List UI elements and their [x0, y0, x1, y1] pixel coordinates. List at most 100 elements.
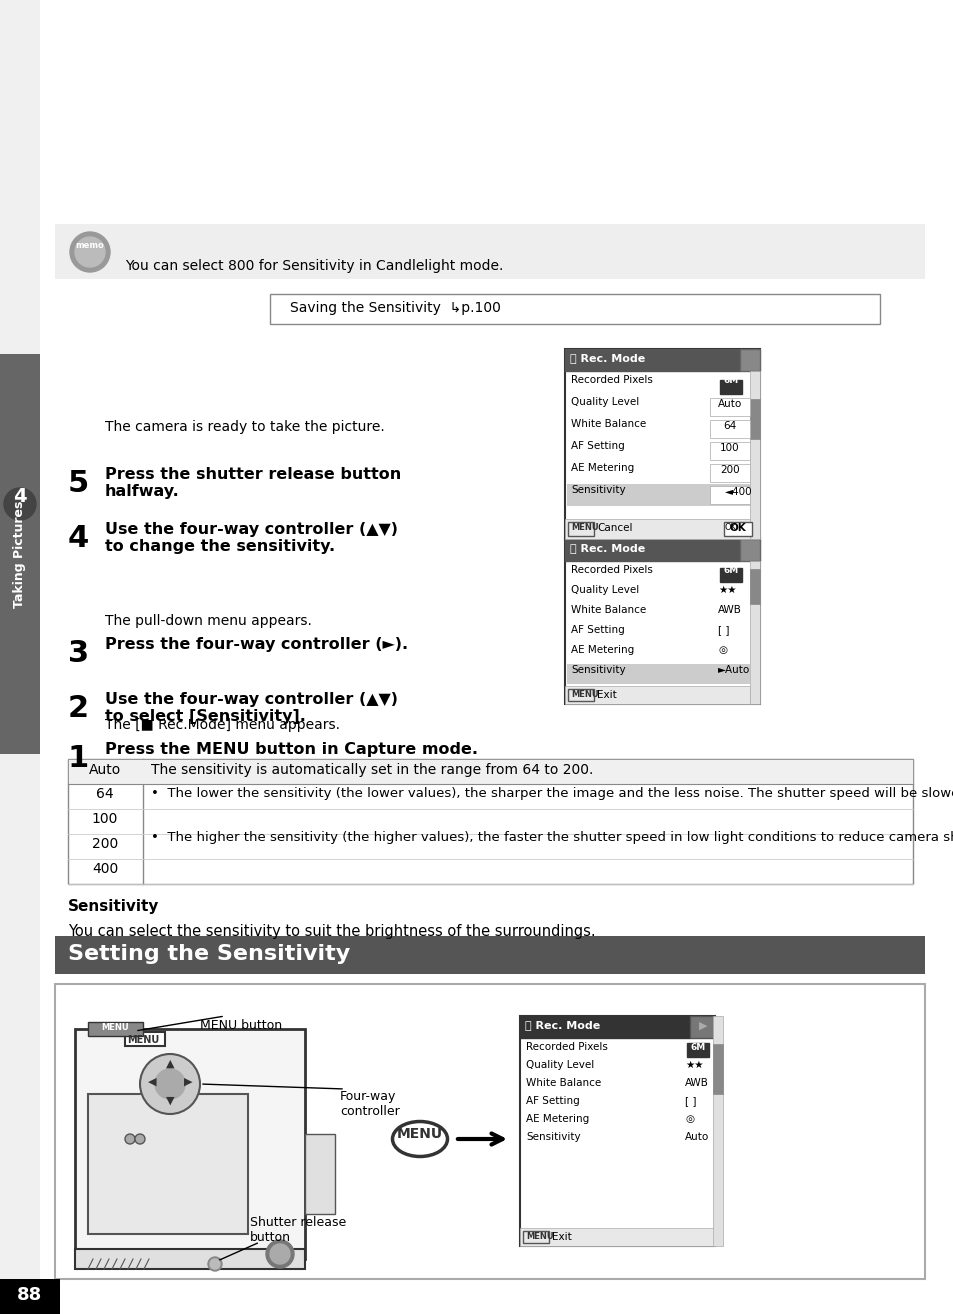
Text: memo: memo — [75, 242, 104, 251]
Bar — [709, 486, 749, 505]
Circle shape — [75, 237, 105, 267]
Text: Auto: Auto — [684, 1131, 708, 1142]
Circle shape — [140, 1054, 200, 1114]
Text: 100: 100 — [91, 812, 118, 827]
Text: Sensitivity: Sensitivity — [571, 485, 625, 495]
Text: ⬛ Rec. Mode: ⬛ Rec. Mode — [524, 1020, 599, 1030]
Text: MENU: MENU — [127, 1035, 159, 1045]
Text: The sensitivity is automatically set in the range from 64 to 200.: The sensitivity is automatically set in … — [151, 763, 593, 777]
Text: Quality Level: Quality Level — [571, 397, 639, 407]
Bar — [709, 464, 749, 482]
Text: •  The higher the sensitivity (the higher values), the faster the shutter speed : • The higher the sensitivity (the higher… — [151, 830, 953, 844]
Text: Sensitivity: Sensitivity — [68, 899, 159, 915]
Text: 4: 4 — [13, 486, 27, 506]
Text: [ ]: [ ] — [684, 1096, 696, 1106]
Circle shape — [208, 1257, 222, 1271]
Text: The camera is ready to take the picture.: The camera is ready to take the picture. — [105, 420, 384, 434]
Text: Use the four-way controller (▲▼)
to select [Sensitivity].: Use the four-way controller (▲▼) to sele… — [105, 692, 397, 724]
Text: The [■ Rec.Mode] menu appears.: The [■ Rec.Mode] menu appears. — [105, 717, 339, 732]
Text: Sensitivity: Sensitivity — [525, 1131, 580, 1142]
Text: MENU: MENU — [396, 1127, 442, 1141]
Text: OK: OK — [724, 523, 737, 532]
Text: 6M: 6M — [722, 566, 738, 576]
Bar — [125, 1031, 165, 1046]
Text: ★★: ★★ — [684, 1060, 702, 1070]
Bar — [712, 1016, 722, 1246]
Text: Auto: Auto — [89, 763, 121, 777]
Circle shape — [210, 1259, 220, 1269]
Text: You can select the sensitivity to suit the brightness of the surroundings.: You can select the sensitivity to suit t… — [68, 924, 595, 940]
Text: Four-way
controller: Four-way controller — [339, 1091, 399, 1118]
Bar — [749, 561, 760, 704]
Bar — [566, 484, 749, 506]
Text: ★★: ★★ — [718, 585, 736, 595]
Circle shape — [70, 233, 110, 272]
Bar — [564, 539, 740, 561]
Bar — [55, 936, 924, 974]
Bar — [564, 350, 740, 371]
Bar — [522, 1231, 548, 1243]
Bar — [567, 522, 594, 536]
Text: Auto: Auto — [717, 399, 741, 409]
Text: Recorded Pixels: Recorded Pixels — [571, 565, 652, 576]
Text: MENU: MENU — [571, 523, 598, 532]
Bar — [740, 539, 760, 561]
Bar — [55, 984, 924, 1279]
Text: ◎: ◎ — [718, 645, 726, 654]
Bar — [270, 294, 879, 325]
Text: [ ]: [ ] — [718, 625, 729, 635]
Bar — [0, 1282, 60, 1314]
Bar — [88, 1095, 248, 1234]
Bar — [749, 399, 760, 439]
Bar — [75, 1250, 305, 1269]
Bar — [567, 689, 594, 700]
Circle shape — [266, 1240, 294, 1268]
Text: MENU: MENU — [525, 1233, 553, 1240]
Text: Saving the Sensitivity  ↳p.100: Saving the Sensitivity ↳p.100 — [290, 301, 500, 315]
Text: Press the MENU button in Capture mode.: Press the MENU button in Capture mode. — [105, 742, 477, 757]
Bar — [749, 371, 760, 539]
Text: ▲: ▲ — [166, 1059, 174, 1070]
Text: AWB: AWB — [718, 604, 741, 615]
Text: AE Metering: AE Metering — [571, 645, 634, 654]
Bar — [519, 1016, 714, 1246]
Text: Cancel: Cancel — [597, 523, 632, 533]
Bar — [564, 519, 749, 539]
Bar — [689, 1016, 714, 1038]
Circle shape — [270, 1244, 290, 1264]
Text: 88: 88 — [17, 1286, 43, 1303]
Bar — [564, 539, 760, 704]
Text: Quality Level: Quality Level — [525, 1060, 594, 1070]
Bar — [712, 1045, 722, 1095]
Text: ►Auto: ►Auto — [718, 665, 749, 675]
Text: 64: 64 — [722, 420, 736, 431]
Bar — [720, 568, 741, 582]
Text: 200: 200 — [720, 465, 739, 474]
Circle shape — [135, 1134, 145, 1144]
Text: Sensitivity: Sensitivity — [571, 665, 625, 675]
Bar — [709, 398, 749, 417]
Text: ▼: ▼ — [166, 1096, 174, 1106]
Text: AE Metering: AE Metering — [571, 463, 634, 473]
Bar — [740, 350, 760, 371]
Text: •  The lower the sensitivity (the lower values), the sharper the image and the l: • The lower the sensitivity (the lower v… — [151, 787, 953, 800]
Bar — [749, 569, 760, 604]
Text: 5: 5 — [68, 469, 90, 498]
Bar — [0, 0, 40, 1314]
Text: AF Setting: AF Setting — [571, 625, 624, 635]
Bar — [75, 1029, 305, 1259]
Text: MENU button: MENU button — [200, 1018, 282, 1031]
Text: 2: 2 — [68, 694, 89, 723]
Bar — [723, 522, 751, 536]
Text: Setting the Sensitivity: Setting the Sensitivity — [68, 943, 350, 964]
Bar — [68, 759, 912, 884]
Bar — [88, 1022, 143, 1035]
Text: ◄400: ◄400 — [724, 487, 752, 497]
Circle shape — [154, 1070, 185, 1099]
Bar — [519, 1016, 689, 1038]
Text: Exit: Exit — [552, 1233, 571, 1242]
Circle shape — [4, 487, 36, 520]
Text: Recorded Pixels: Recorded Pixels — [571, 374, 652, 385]
Text: ▶: ▶ — [698, 1021, 706, 1031]
Text: AF Setting: AF Setting — [525, 1096, 579, 1106]
